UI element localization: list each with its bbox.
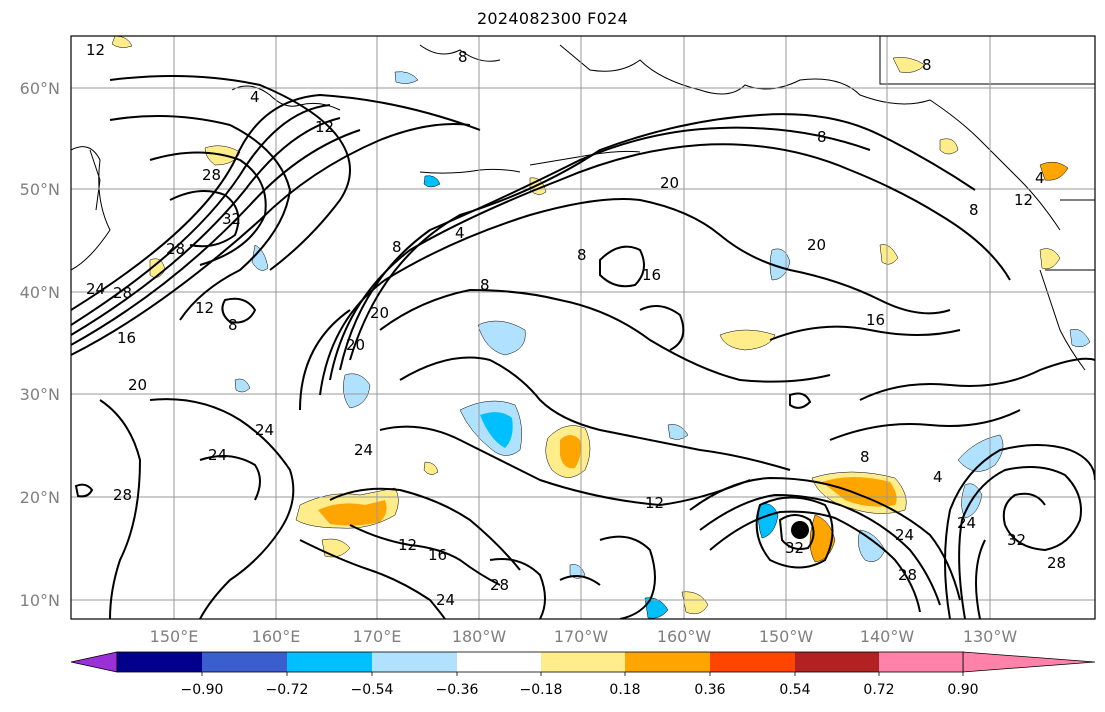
lon-tick: 130°W xyxy=(963,627,1018,646)
svg-text:24: 24 xyxy=(86,280,105,298)
colorbar-tick: −0.90 xyxy=(181,682,224,698)
svg-text:12: 12 xyxy=(86,41,105,59)
lon-tick: 170°W xyxy=(554,627,609,646)
lat-tick: 30°N xyxy=(20,385,60,404)
map-title: 2024082300 F024 xyxy=(476,9,629,28)
lat-tick: 60°N xyxy=(20,79,60,98)
svg-text:4: 4 xyxy=(455,224,465,242)
svg-text:24: 24 xyxy=(255,421,274,439)
svg-text:28: 28 xyxy=(166,240,185,258)
shaded-patches xyxy=(111,36,1091,619)
graticule xyxy=(71,36,1095,619)
svg-text:8: 8 xyxy=(969,201,979,219)
svg-text:24: 24 xyxy=(208,446,227,464)
colorbar-bin xyxy=(372,652,457,672)
svg-text:16: 16 xyxy=(117,329,136,347)
colorbar-bin xyxy=(879,652,963,672)
svg-text:8: 8 xyxy=(922,56,932,74)
colorbar-bin xyxy=(710,652,795,672)
map-frame xyxy=(70,35,1096,620)
lon-tick: 150°W xyxy=(759,627,814,646)
svg-text:4: 4 xyxy=(933,468,943,486)
svg-text:32: 32 xyxy=(785,539,804,557)
lon-tick: 150°E xyxy=(150,627,199,646)
colorbar: −0.90 −0.72 −0.54 −0.36 −0.18 0.18 0.36 … xyxy=(70,651,1096,698)
colorbar-tick: −0.54 xyxy=(351,682,394,698)
svg-text:8: 8 xyxy=(228,316,238,334)
lon-tick: 170°E xyxy=(353,627,402,646)
svg-text:28: 28 xyxy=(113,284,132,302)
svg-text:32: 32 xyxy=(222,210,241,228)
svg-text:8: 8 xyxy=(392,238,402,256)
svg-text:24: 24 xyxy=(436,591,455,609)
colorbar-extend-high xyxy=(962,651,1096,673)
lat-tick-labels: 10°N 20°N 30°N 40°N 50°N 60°N xyxy=(20,79,60,610)
colorbar-tick: −0.36 xyxy=(436,682,479,698)
lon-tick: 180°W xyxy=(452,627,507,646)
svg-text:16: 16 xyxy=(428,546,447,564)
svg-text:12: 12 xyxy=(398,536,417,554)
lat-tick: 20°N xyxy=(20,488,60,507)
svg-text:8: 8 xyxy=(577,246,587,264)
lat-tick: 40°N xyxy=(20,283,60,302)
svg-text:28: 28 xyxy=(898,566,917,584)
colorbar-bin xyxy=(202,652,287,672)
lon-tick: 140°W xyxy=(860,627,915,646)
svg-text:16: 16 xyxy=(866,311,885,329)
lat-tick: 10°N xyxy=(20,591,60,610)
svg-text:12: 12 xyxy=(315,118,334,136)
svg-text:28: 28 xyxy=(1047,554,1066,572)
storm-center-marker xyxy=(791,521,809,539)
colorbar-tick: 0.18 xyxy=(609,682,640,698)
lon-tick: 160°W xyxy=(657,627,712,646)
svg-text:20: 20 xyxy=(807,236,826,254)
colorbar-tick: 0.72 xyxy=(863,682,894,698)
svg-text:8: 8 xyxy=(817,128,827,146)
svg-text:12: 12 xyxy=(645,494,664,512)
svg-text:20: 20 xyxy=(346,336,365,354)
svg-text:20: 20 xyxy=(370,304,389,322)
lat-tick: 50°N xyxy=(20,180,60,199)
svg-text:12: 12 xyxy=(1014,191,1033,209)
colorbar-bin xyxy=(795,652,879,672)
colorbar-bin xyxy=(457,652,541,672)
svg-text:28: 28 xyxy=(490,576,509,594)
colorbar-tick: −0.72 xyxy=(266,682,309,698)
svg-text:28: 28 xyxy=(113,486,132,504)
colorbar-bin xyxy=(287,652,372,672)
contour-labels: 12 4 8 12 28 32 28 24 28 16 12 8 4 8 20 … xyxy=(86,41,1066,609)
svg-text:20: 20 xyxy=(660,174,679,192)
svg-text:4: 4 xyxy=(250,88,260,106)
svg-text:28: 28 xyxy=(202,166,221,184)
svg-text:24: 24 xyxy=(895,526,914,544)
svg-text:20: 20 xyxy=(128,376,147,394)
contours xyxy=(71,75,1095,619)
colorbar-extend-low xyxy=(70,651,118,673)
colorbar-tick: 0.36 xyxy=(694,682,725,698)
svg-text:24: 24 xyxy=(957,514,976,532)
colorbar-bin xyxy=(117,652,202,672)
svg-text:8: 8 xyxy=(458,48,468,66)
svg-text:16: 16 xyxy=(642,266,661,284)
svg-text:12: 12 xyxy=(195,299,214,317)
lon-tick: 160°E xyxy=(252,627,301,646)
colorbar-tick: 0.90 xyxy=(947,682,978,698)
colorbar-bin xyxy=(541,652,625,672)
svg-text:24: 24 xyxy=(354,441,373,459)
map-area xyxy=(71,36,1095,619)
svg-text:32: 32 xyxy=(1007,531,1026,549)
colorbar-tick: −0.18 xyxy=(520,682,563,698)
colorbar-tick: 0.54 xyxy=(779,682,810,698)
svg-text:8: 8 xyxy=(860,448,870,466)
svg-text:4: 4 xyxy=(1035,169,1045,187)
lon-tick-labels: 150°E 160°E 170°E 180°W 170°W 160°W 150°… xyxy=(150,627,1018,646)
colorbar-bin xyxy=(625,652,710,672)
svg-text:8: 8 xyxy=(480,276,490,294)
